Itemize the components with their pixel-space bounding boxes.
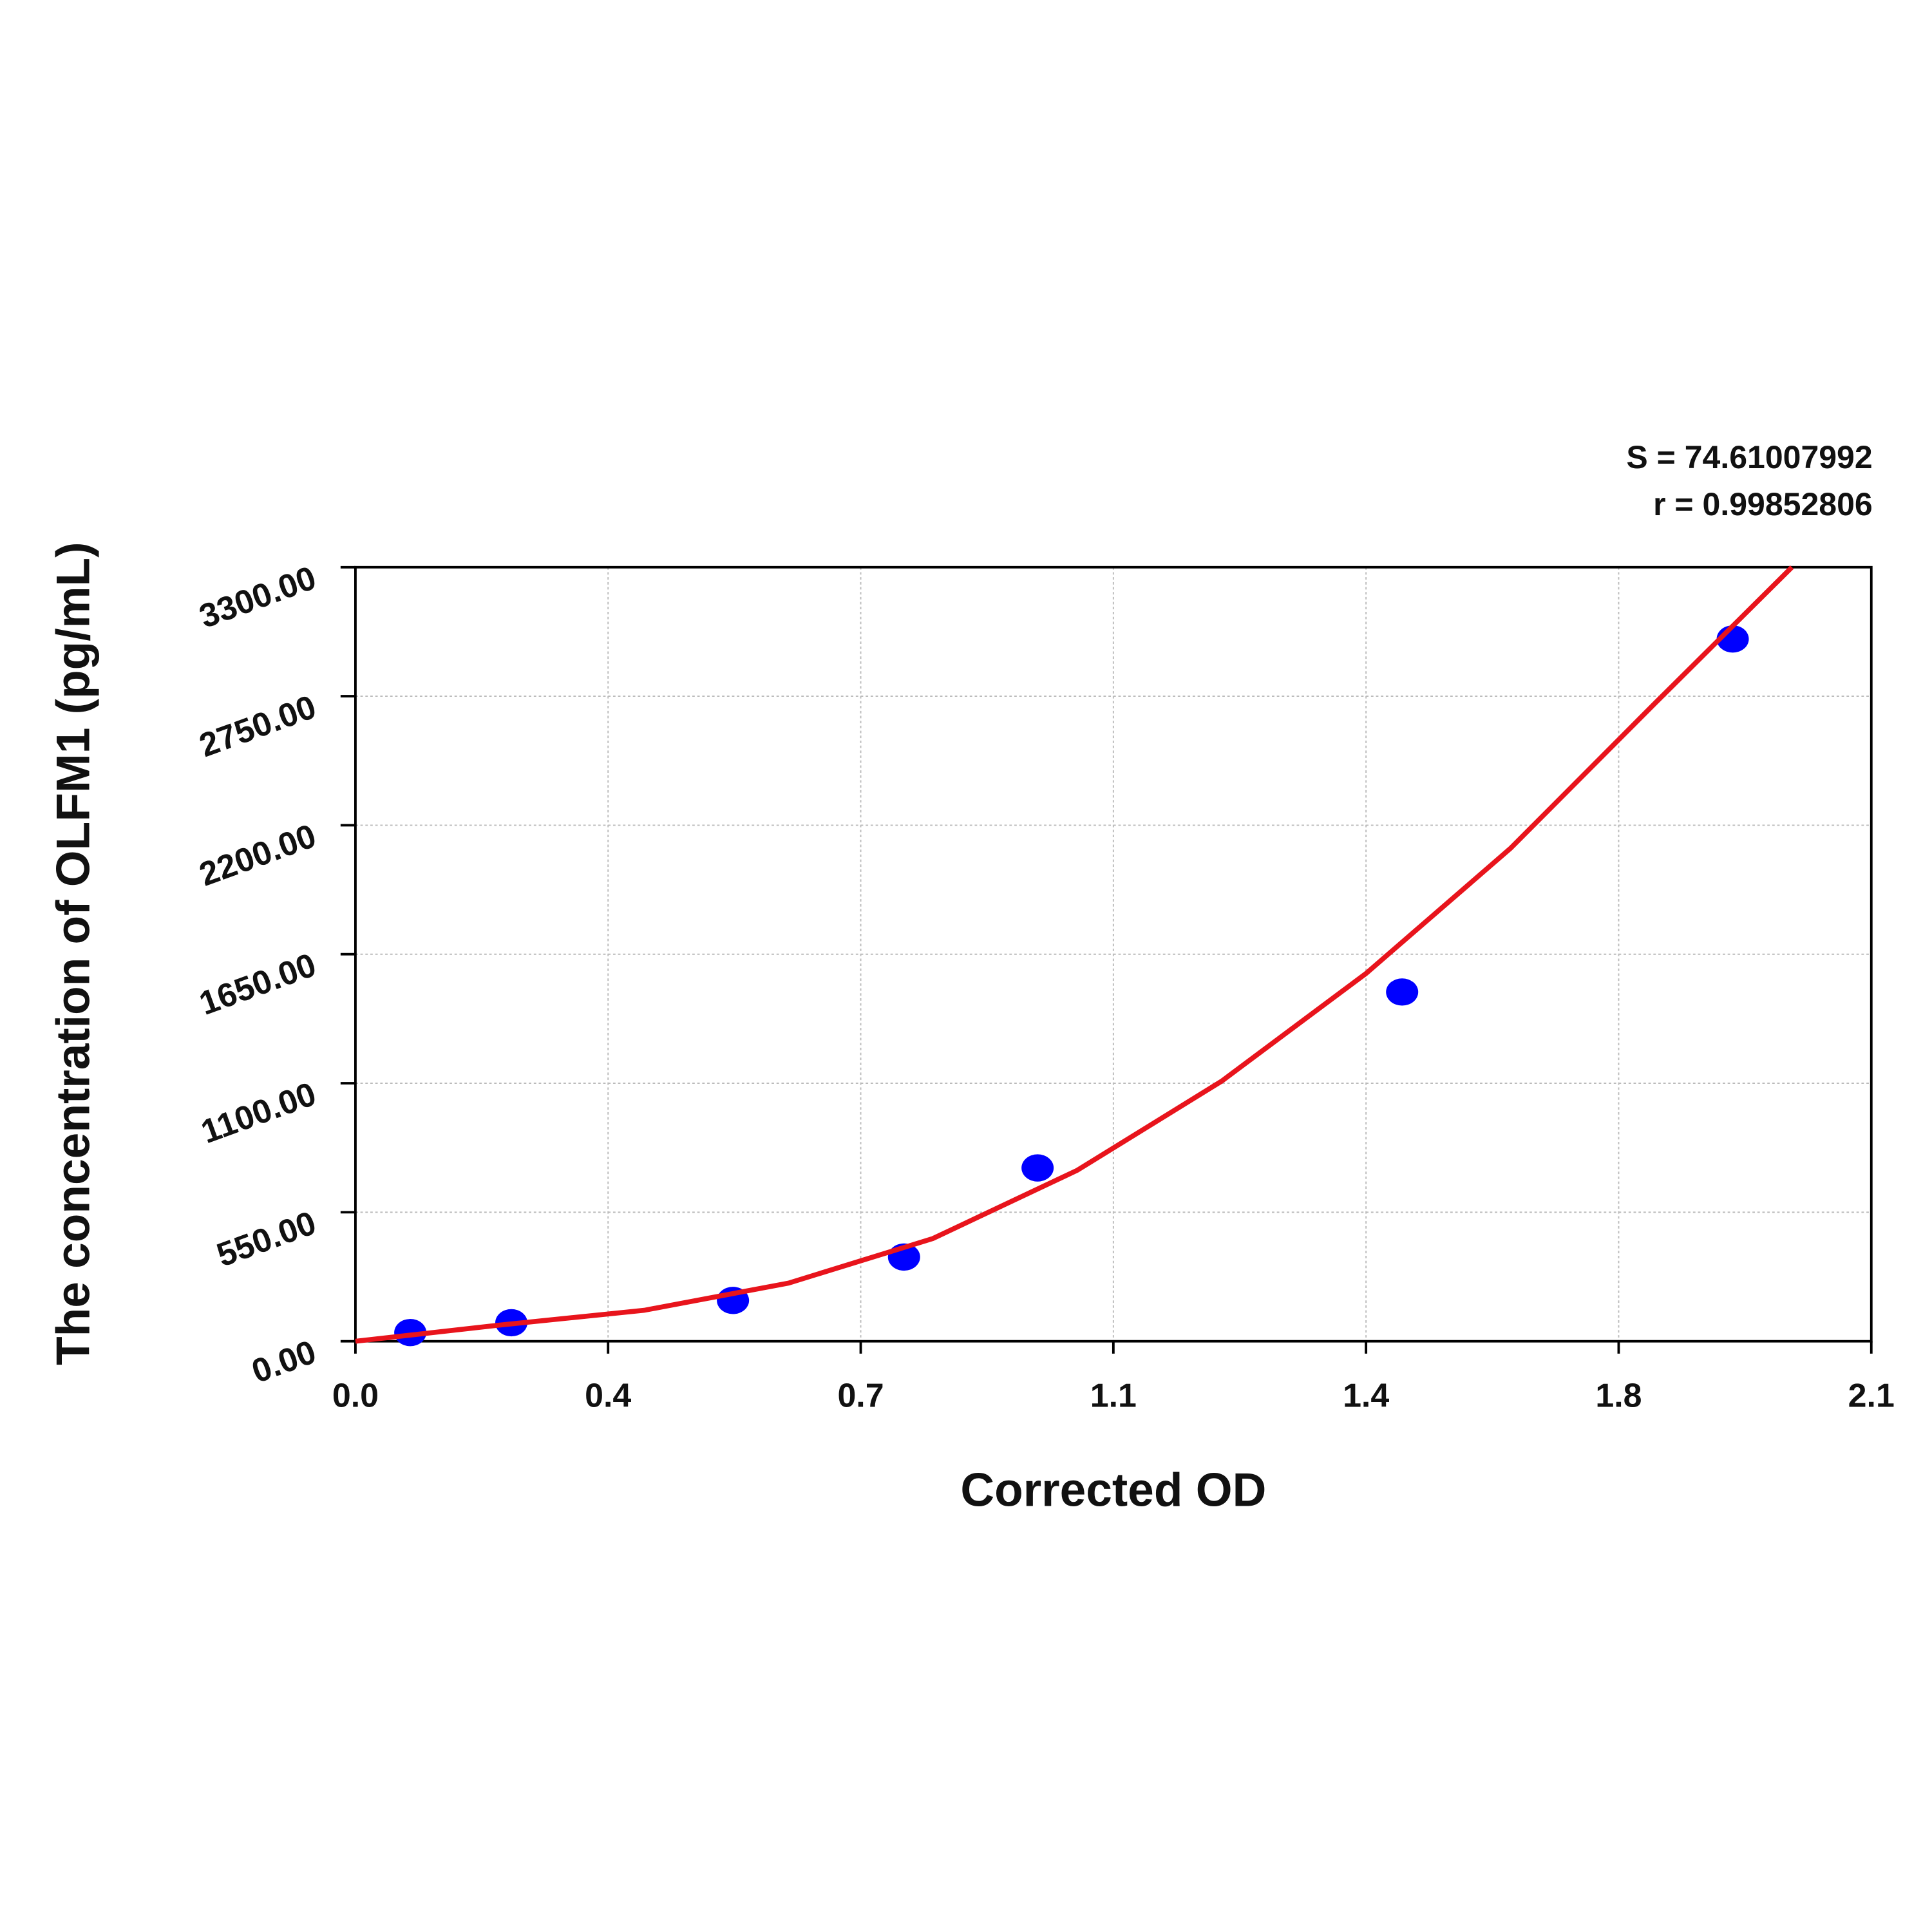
y-tick-label: 2750.00: [194, 688, 321, 765]
y-tick-label: 3300.00: [194, 559, 321, 636]
x-tick-label: 1.8: [1595, 1378, 1642, 1415]
data-point: [1021, 1154, 1054, 1182]
y-tick-label: 1100.00: [196, 1075, 321, 1151]
x-axis-label: Corrected OD: [960, 1464, 1266, 1516]
x-tick-label: 1.4: [1343, 1378, 1389, 1415]
annotation: S = 74.61007992: [1626, 439, 1872, 475]
x-tick-label: 0.0: [332, 1378, 379, 1415]
x-tick-label: 0.4: [585, 1378, 631, 1415]
annotation: r = 0.99852806: [1653, 486, 1873, 522]
plot-frame: [354, 565, 1873, 1343]
x-tick-label: 1.1: [1090, 1378, 1137, 1415]
x-tick-label: 2.1: [1848, 1378, 1895, 1415]
y-tick-label: 550.00: [212, 1204, 321, 1274]
y-tick-label: 2200.00: [194, 817, 321, 894]
y-tick-label: 0.00: [247, 1333, 321, 1390]
data-point: [1386, 978, 1419, 1006]
y-tick-label: 1650.00: [194, 946, 321, 1023]
y-axis-label: The concentration of OLFM1 (pg/mL): [47, 542, 99, 1366]
x-tick-label: 0.7: [837, 1378, 884, 1415]
data-point: [394, 1319, 427, 1347]
fit-curve: [355, 565, 1794, 1344]
